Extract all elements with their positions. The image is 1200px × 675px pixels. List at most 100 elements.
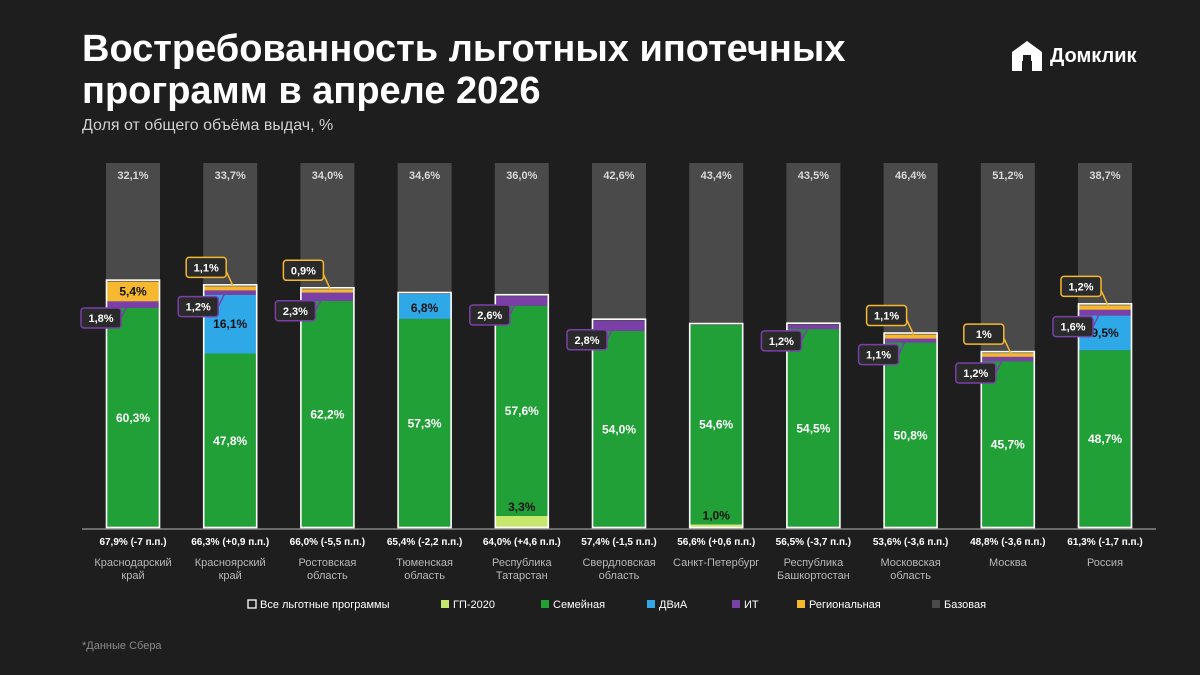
data-label-base: 43,4% xyxy=(701,170,732,182)
bar-segment-Семейная xyxy=(980,361,1035,528)
data-label-it: 1,8% xyxy=(88,313,113,325)
data-label-base: 36,0% xyxy=(506,170,537,182)
data-label-it: 1,2% xyxy=(769,336,794,348)
callout-it-connector xyxy=(509,300,518,316)
brand-logo[interactable]: Домклик xyxy=(1010,36,1160,76)
bar-segment-ИТ xyxy=(203,290,258,295)
data-label-base: 33,7% xyxy=(215,170,246,182)
legend-swatch xyxy=(932,600,940,608)
bar-segment-Региональная xyxy=(883,334,938,339)
bar-segment-ИТ xyxy=(106,301,160,308)
callout-regional-connector xyxy=(1100,290,1109,306)
data-label-it: 2,8% xyxy=(574,335,599,347)
brand-name: Домклик xyxy=(1050,44,1137,67)
source-footnote: *Данные Сбера xyxy=(82,640,162,652)
bar-outline-all-programs xyxy=(202,284,258,529)
bar-segment-Региональная xyxy=(300,289,355,293)
data-label-family: 45,7% xyxy=(991,438,1025,452)
bar-segment-Семейная xyxy=(203,353,258,528)
page-title: Востребованность льготных ипотечных прог… xyxy=(82,28,846,112)
data-label-family: 57,3% xyxy=(408,416,442,430)
bar-segment-ГП-2020 xyxy=(689,524,744,528)
data-label-regional: 5,4% xyxy=(119,284,147,298)
bar-segment-ИТ xyxy=(494,296,549,306)
data-label-it: 1,2% xyxy=(963,368,988,380)
legend-label: Семейная xyxy=(553,599,605,611)
total-label: 48,8% (-3,6 п.п.) xyxy=(970,537,1045,548)
bar-segment-Семейная xyxy=(786,329,841,528)
data-label-family: 54,0% xyxy=(602,422,636,436)
legend-label: Все льготные программы xyxy=(260,599,390,611)
bar-segment-Региональная xyxy=(203,286,258,291)
legend-swatch xyxy=(541,600,549,608)
bar-segment-Семейная xyxy=(1078,350,1132,528)
bar-outline-all-programs xyxy=(1077,303,1133,529)
category-label: Санкт-Петербург xyxy=(673,557,759,569)
bar-segment-ДВиА xyxy=(397,294,452,319)
category-label: Ростовская xyxy=(298,557,356,569)
bar-outline-all-programs xyxy=(105,279,161,529)
callout-it-connector xyxy=(1092,312,1101,327)
data-label-dvia: 16,1% xyxy=(213,317,247,331)
bar-segment-Региональная xyxy=(980,353,1035,357)
legend-label: ДВиА xyxy=(659,599,688,611)
bar-segment-ИТ xyxy=(592,320,646,331)
bar-outline-all-programs xyxy=(786,322,841,529)
category-label: Московская xyxy=(880,557,940,569)
legend-swatch xyxy=(441,600,449,608)
data-label-family: 62,2% xyxy=(310,407,344,421)
legend-label: ГП-2020 xyxy=(453,599,495,611)
data-label-family: 54,6% xyxy=(699,418,733,432)
bar-outline-all-programs xyxy=(397,291,452,529)
total-label: 56,6% (+0,6 п.п.) xyxy=(677,537,755,548)
legend-swatch xyxy=(797,600,805,608)
category-label: область xyxy=(404,570,445,582)
category-label: Россия xyxy=(1087,557,1123,569)
category-label: Татарстан xyxy=(496,570,548,582)
category-label: область xyxy=(307,570,348,582)
data-label-base: 32,1% xyxy=(117,170,148,182)
callout-it-connector xyxy=(800,326,810,342)
bar-outline-all-programs xyxy=(688,322,744,529)
bar-segment-Семейная xyxy=(397,318,452,528)
category-label: край xyxy=(219,570,242,582)
data-label-gp2020: 1,0% xyxy=(703,508,731,522)
data-label-gp2020: 3,3% xyxy=(508,500,536,514)
total-label: 56,5% (-3,7 п.п.) xyxy=(776,537,851,548)
legend-label: Базовая xyxy=(944,599,986,611)
data-label-family: 60,3% xyxy=(116,411,150,425)
bar-segment-Региональная xyxy=(1078,305,1132,310)
total-label: 65,4% (-2,2 п.п.) xyxy=(387,537,462,548)
data-label-base: 51,2% xyxy=(992,170,1023,182)
bar-segment-ИТ xyxy=(300,292,355,301)
callout-regional-box xyxy=(963,323,1005,345)
bar-segment-Семейная xyxy=(106,307,160,528)
category-label: Свердловская xyxy=(582,557,655,569)
total-label: 67,9% (-7 п.п.) xyxy=(99,537,166,548)
category-label: Тюменская xyxy=(396,557,453,569)
data-label-base: 43,5% xyxy=(798,170,829,182)
category-label: область xyxy=(890,570,931,582)
data-label-family: 47,8% xyxy=(213,434,247,448)
bar-segment-Семейная xyxy=(300,300,355,528)
category-label: Краснодарский xyxy=(94,557,171,569)
data-label-dvia: 9,5% xyxy=(1091,326,1119,340)
callout-regional-box xyxy=(865,304,908,327)
data-label-base: 42,6% xyxy=(603,170,634,182)
data-label-dvia: 6,8% xyxy=(411,301,439,315)
data-label-it: 2,6% xyxy=(477,310,502,322)
legend-swatch xyxy=(247,599,257,609)
bar-segment-ГП-2020 xyxy=(494,515,549,528)
data-label-it: 1,1% xyxy=(866,350,891,362)
data-label-regional: 1,2% xyxy=(1068,281,1093,293)
callout-regional-connector xyxy=(905,319,915,335)
callout-it-connector xyxy=(217,292,226,307)
bar-segment-ИТ xyxy=(786,324,841,330)
callout-regional-box xyxy=(1060,275,1102,298)
bar-outline-all-programs xyxy=(980,350,1036,529)
data-label-regional: 0,9% xyxy=(291,265,316,277)
category-label: область xyxy=(599,570,640,582)
total-label: 66,0% (-5,5 п.п.) xyxy=(290,537,365,548)
bar-outline-all-programs xyxy=(591,318,647,529)
